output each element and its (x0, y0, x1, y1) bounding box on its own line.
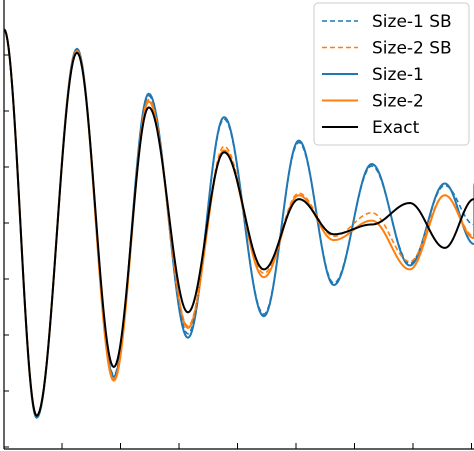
legend-label: Exact (372, 118, 420, 138)
legend-label: Size-1 SB (372, 12, 452, 32)
legend-label: Size-2 (372, 92, 424, 112)
series-line-size-1-sb (3, 28, 474, 417)
legend-label: Size-1 (372, 65, 424, 85)
series-line-exact (3, 28, 474, 417)
legend: Size-1 SB Size-2 SB Size-1 Size-2 Exact (313, 2, 470, 146)
series-lines (3, 28, 474, 419)
legend-frame (313, 2, 470, 146)
axes (3, 0, 474, 450)
legend-label: Size-2 SB (372, 39, 452, 59)
